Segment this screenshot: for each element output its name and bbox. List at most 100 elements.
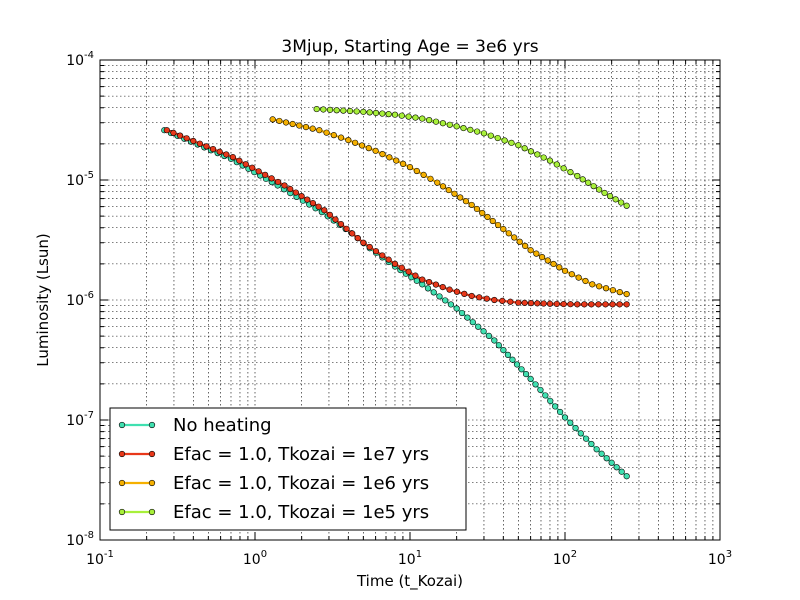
data-point	[623, 290, 630, 298]
data-point	[609, 301, 616, 308]
data-point	[547, 397, 554, 405]
data-point	[391, 260, 399, 267]
tick-label-exponent: 3	[726, 549, 732, 560]
data-point	[462, 198, 470, 205]
data-point	[349, 230, 356, 237]
data-point	[439, 284, 446, 291]
data-point	[467, 126, 474, 133]
data-point	[298, 192, 305, 200]
data-point	[358, 142, 366, 149]
data-point	[282, 119, 290, 126]
data-point	[379, 252, 386, 259]
data-point	[479, 209, 486, 217]
data-point	[413, 277, 420, 284]
data-point	[588, 301, 595, 308]
data-point	[337, 221, 345, 228]
data-point	[176, 132, 184, 139]
data-point	[616, 289, 623, 296]
data-point	[546, 157, 554, 164]
data-point	[499, 297, 506, 304]
data-point	[606, 193, 614, 200]
data-point	[447, 301, 455, 308]
data-point	[596, 186, 603, 193]
data-point	[366, 243, 373, 251]
data-point	[372, 248, 380, 255]
data-point	[474, 128, 481, 135]
data-point	[379, 150, 386, 158]
data-point	[457, 194, 464, 201]
legend-swatch-marker	[118, 450, 126, 458]
data-point	[577, 430, 584, 437]
data-point	[560, 165, 567, 172]
data-point	[585, 179, 592, 186]
data-point	[609, 287, 617, 294]
data-point	[430, 289, 437, 296]
data-point	[420, 171, 427, 179]
tick-label: 10-8	[66, 530, 94, 549]
tick-label: 101	[398, 549, 422, 568]
data-point	[304, 196, 311, 203]
data-point	[323, 129, 330, 136]
data-point	[445, 186, 452, 194]
series-3	[269, 116, 630, 298]
data-point	[393, 157, 400, 164]
data-point	[315, 203, 322, 210]
data-point	[494, 221, 502, 229]
series-2	[163, 127, 630, 308]
data-point	[572, 424, 579, 432]
tick-label: 10-4	[66, 50, 94, 69]
data-point	[602, 285, 610, 292]
data-point	[598, 450, 605, 457]
data-point	[269, 116, 276, 123]
data-point	[320, 106, 327, 113]
data-point	[581, 301, 588, 308]
series-layer	[161, 105, 630, 480]
data-point	[386, 154, 393, 161]
data-point	[229, 154, 236, 161]
tick-label-exponent: 1	[416, 549, 422, 560]
data-point	[432, 281, 440, 288]
data-point	[326, 211, 333, 218]
legend-swatch-marker	[118, 508, 126, 516]
data-point	[567, 419, 574, 426]
data-point	[494, 134, 501, 142]
data-point	[500, 346, 507, 354]
tick-label-exponent: -7	[84, 410, 94, 421]
tick-label: 103	[708, 549, 732, 568]
legend-label: Efac = 1.0, Tkozai = 1e7 yrs	[173, 444, 429, 465]
data-point	[340, 107, 347, 114]
data-point	[424, 285, 432, 292]
data-point	[406, 164, 414, 171]
y-axis-label: Luminosity (Lsun)	[34, 233, 52, 366]
data-point	[446, 286, 453, 293]
data-point	[453, 288, 461, 295]
tick-label-base: 10	[398, 552, 416, 568]
tick-label-base: 10	[66, 533, 84, 549]
tick-label-exponent: -6	[84, 290, 94, 301]
data-point	[501, 137, 508, 144]
data-point	[553, 300, 560, 308]
tick-label-exponent: -8	[84, 530, 94, 541]
data-point	[461, 290, 468, 297]
tick-label-base: 10	[66, 413, 84, 429]
data-point	[332, 216, 339, 223]
data-point	[612, 196, 619, 203]
data-point	[511, 234, 518, 241]
data-point	[567, 301, 574, 308]
tick-label-exponent: -1	[104, 549, 114, 560]
data-point	[249, 164, 256, 171]
data-point	[460, 124, 467, 132]
data-point	[432, 118, 440, 125]
data-point	[302, 124, 310, 131]
data-point	[223, 151, 230, 158]
data-point	[427, 175, 434, 182]
data-point	[623, 301, 630, 308]
tick-label-base: 10	[66, 53, 84, 69]
data-point	[540, 300, 547, 307]
legend-label: Efac = 1.0, Tkozai = 1e5 yrs	[173, 502, 429, 523]
data-point	[582, 277, 589, 285]
data-point	[537, 386, 544, 394]
data-point	[316, 127, 323, 134]
tick-label: 102	[553, 549, 577, 568]
